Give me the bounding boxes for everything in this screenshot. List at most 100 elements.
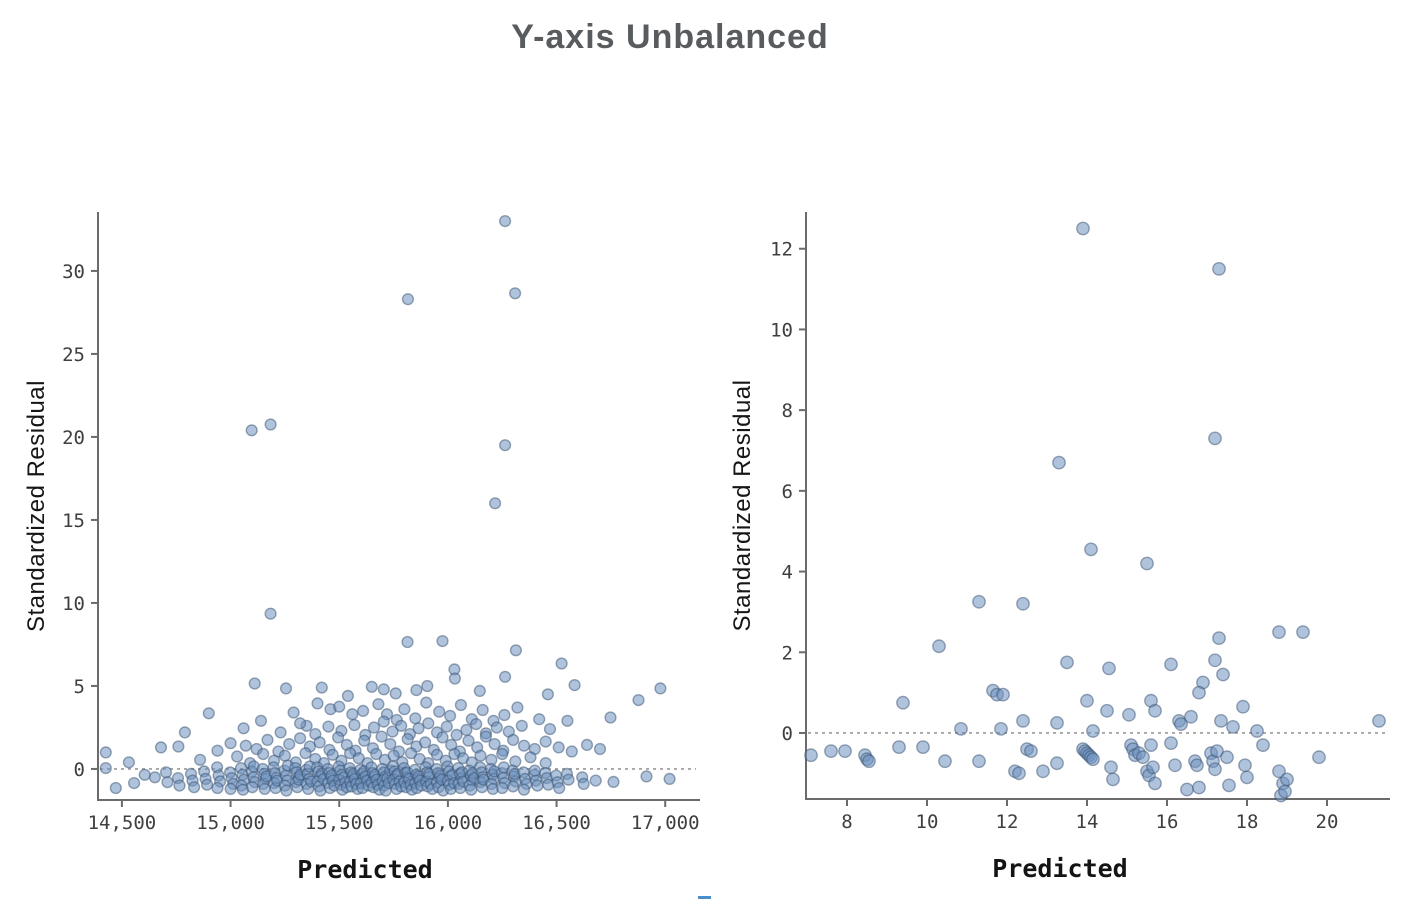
data-point [264,418,277,431]
data-point [1256,738,1270,752]
data-point [593,742,607,756]
data-point [386,725,399,738]
x-tick-label: 16,000 [414,812,483,834]
data-point [1272,764,1286,779]
data-point [1222,778,1236,793]
data-point [1076,221,1090,236]
data-point [294,717,307,730]
data-point [224,782,237,796]
data-point [1080,693,1094,708]
data-point [375,730,388,743]
data-point [274,726,287,739]
data-point [1208,653,1222,668]
data-point [237,722,250,735]
data-point [1164,736,1178,750]
data-point [555,657,568,670]
data-point [632,693,645,707]
data-point [543,722,557,736]
data-point [1192,685,1206,700]
data-point [202,707,215,720]
y-tick-label: 0 [782,723,793,745]
data-point [1214,714,1228,728]
data-point [1136,750,1150,765]
data-point [604,711,617,724]
data-point [211,781,224,795]
data-point [1312,750,1326,765]
data-point [1226,720,1240,734]
y-tick-label: 15 [62,510,85,532]
data-point [488,737,501,751]
data-point [384,737,397,751]
data-point [1372,714,1386,728]
data-point [972,754,986,769]
y-tick-label: 8 [782,400,793,422]
axis-spines [805,212,1390,800]
data-point [663,772,676,786]
data-point [224,737,237,750]
y-tick-label: 5 [74,676,85,698]
data-point [433,705,446,718]
data-point [395,719,408,732]
data-point [1012,766,1026,781]
data-point [824,744,838,758]
data-point [1278,784,1292,799]
data-point [430,748,444,761]
y-tick-label: 12 [770,239,793,261]
data-point [1240,770,1254,785]
data-point [528,764,541,777]
data-point [436,634,449,648]
data-point [357,704,370,718]
data-point [541,688,555,701]
data-point [419,736,432,749]
data-point [148,771,162,784]
y-tick-label: 4 [782,562,793,584]
data-point [607,775,620,789]
y-tick-label: 10 [770,319,793,341]
data-point [499,670,512,683]
data-point [377,715,390,728]
data-point [531,779,544,792]
data-point [188,781,201,794]
data-point [122,756,135,769]
data-point [370,747,383,761]
data-point [498,708,511,722]
data-point [138,768,151,781]
data-point [552,741,565,754]
data-point [489,497,502,510]
data-point [398,703,411,716]
x-tick-label: 16,500 [522,812,591,834]
x-tick-label: 20 [1316,811,1339,833]
data-point [509,644,523,657]
data-point [580,738,594,752]
data-point [539,756,552,770]
data-point [287,706,300,719]
data-point [862,754,876,769]
x-tick-label: 14 [1076,811,1099,833]
data-point [279,682,293,695]
data-point [533,713,546,726]
data-point [654,682,667,695]
data-point [422,717,435,730]
data-point [524,751,537,764]
data-point [565,745,578,758]
data-point [440,720,453,733]
data-point [479,730,493,743]
data-point [932,639,946,654]
data-point [401,635,414,649]
data-point [838,744,852,758]
data-point [1168,758,1182,773]
data-point [996,687,1010,702]
data-point [1192,780,1206,795]
data-point [346,708,359,721]
data-point [938,754,952,769]
data-point [1060,655,1074,670]
data-point [254,714,268,727]
data-point [1208,431,1222,446]
data-point [515,719,528,732]
data-point [412,722,425,735]
data-point [640,770,653,783]
data-point [1296,625,1310,639]
data-point [246,781,259,794]
data-point [476,703,489,717]
